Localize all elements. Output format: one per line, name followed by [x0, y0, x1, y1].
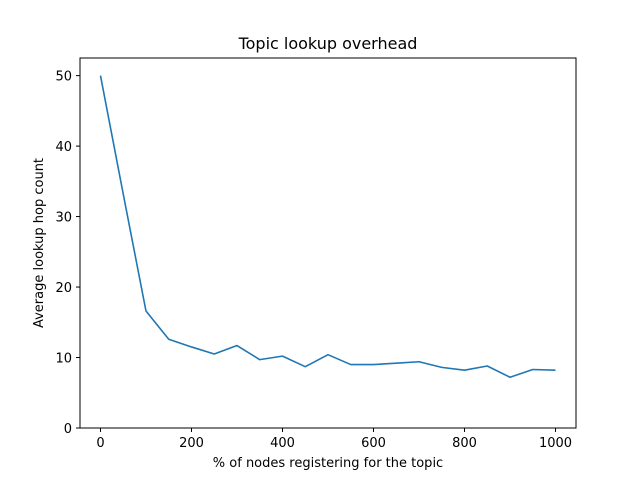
data-point	[555, 369, 557, 371]
data-point	[395, 362, 397, 364]
y-tick-label: 50	[55, 70, 72, 85]
y-tick-label: 40	[55, 140, 72, 155]
series-line	[99, 75, 556, 379]
x-tick-label: 800	[452, 436, 477, 451]
data-point	[168, 338, 170, 340]
y-tick-label: 0	[64, 422, 72, 437]
y-tick-label: 20	[55, 281, 72, 296]
data-point	[418, 361, 420, 363]
data-point	[486, 365, 488, 367]
plot-frame	[79, 57, 577, 429]
data-point	[259, 359, 261, 361]
x-tick-label: 600	[361, 436, 386, 451]
data-point	[509, 376, 511, 378]
data-point	[373, 364, 375, 366]
x-axis-label: % of nodes registering for the topic	[213, 456, 443, 471]
data-point	[213, 353, 215, 355]
data-point	[100, 75, 102, 77]
x-tick-label: 400	[270, 436, 295, 451]
chart-title: Topic lookup overhead	[238, 34, 418, 53]
data-point	[441, 367, 443, 369]
data-point	[122, 193, 124, 195]
data-point	[327, 354, 329, 356]
data-point	[350, 364, 352, 366]
data-point	[191, 346, 193, 348]
x-tick-label: 0	[96, 436, 104, 451]
data-point	[236, 345, 238, 347]
data-point	[464, 369, 466, 371]
plot-area: 0 200 400 600 800 1000 0 10 20 30 40 50	[55, 70, 572, 451]
data-point	[304, 366, 306, 368]
data-point	[532, 369, 534, 371]
y-tick-label: 10	[55, 352, 72, 367]
data-point	[282, 355, 284, 357]
x-tick-label: 1000	[539, 436, 572, 451]
y-tick-label: 30	[55, 211, 72, 226]
x-tick-label: 200	[179, 436, 204, 451]
y-axis-label: Average lookup hop count	[32, 158, 47, 328]
data-point	[145, 310, 147, 312]
